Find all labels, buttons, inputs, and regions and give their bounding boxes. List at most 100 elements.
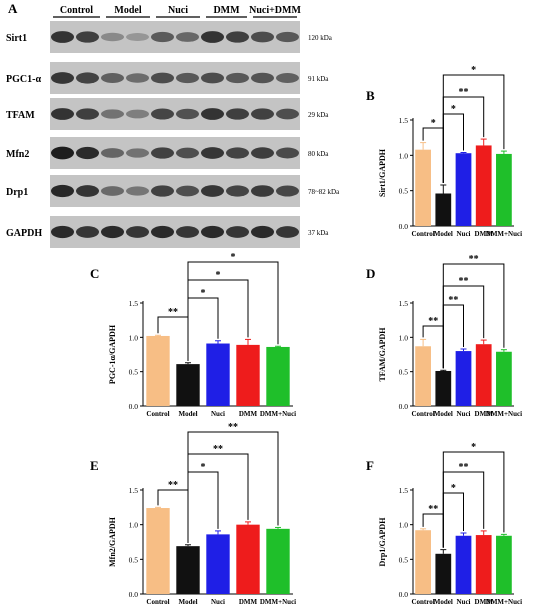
blot-band	[126, 109, 149, 119]
y-axis-label: PGC-1α/GAPDH	[108, 324, 117, 384]
y-tick-label: 0.0	[129, 590, 139, 599]
blot-band	[51, 31, 74, 43]
bar	[206, 343, 230, 406]
significance-label: *	[451, 104, 456, 115]
significance-label: **	[459, 276, 469, 287]
blot-band	[101, 186, 124, 196]
category-label: Nuci	[211, 598, 225, 606]
category-label: Model	[178, 410, 197, 418]
bar	[455, 153, 472, 226]
bar	[415, 149, 431, 226]
category-label: Model	[434, 598, 453, 606]
category-label: Nuci	[211, 410, 225, 418]
western-blot-panel: Control Model Nuci DMM Nuci+DMM Sirt1 120 kDa P…	[6, 5, 340, 248]
blot-band	[201, 108, 224, 120]
significance-label: *	[431, 118, 436, 129]
chart-c: C 0.0 0.5 1.0 1.5 PGC-1α/GAPDH Control Model Nuc…	[90, 252, 296, 418]
bar	[266, 346, 290, 406]
y-tick-label: 0.0	[399, 222, 409, 231]
blot-band	[176, 108, 199, 120]
blot-label: GAPDH	[6, 228, 42, 239]
category-label: Control	[146, 598, 169, 606]
y-tick-label: 0.5	[399, 187, 409, 196]
category-label: Model	[178, 598, 197, 606]
y-tick-label: 1.0	[399, 151, 409, 160]
chart-d: D 0.0 0.5 1.0 1.5 TFAM/GAPDH Control Model Nuci D…	[366, 254, 522, 418]
blot-band	[201, 185, 224, 197]
blot-band	[276, 185, 299, 197]
blot-band	[126, 73, 149, 83]
bar	[415, 346, 431, 406]
bar	[415, 530, 431, 594]
significance-bracket	[442, 451, 505, 548]
y-tick-label: 0.0	[399, 590, 409, 599]
y-tick-label: 1.0	[129, 521, 139, 530]
blot-band	[101, 148, 124, 158]
category-label: Model	[434, 230, 453, 238]
significance-label: *	[231, 252, 236, 263]
category-label: Nuci	[457, 598, 471, 606]
bar	[496, 153, 512, 226]
y-tick-label: 1.0	[399, 333, 409, 342]
blot-band	[276, 31, 299, 43]
chart-b: B 0.0 0.5 1.0 1.5 Sirt1/GAPDH Control Model Nuci…	[366, 65, 522, 238]
lane-label: DMM	[213, 5, 240, 16]
blot-band	[276, 108, 299, 120]
bar	[206, 534, 230, 594]
blot-band	[126, 226, 149, 238]
panel-letter: D	[366, 266, 375, 281]
category-label: Control	[146, 410, 169, 418]
bar	[496, 535, 512, 594]
blot-band	[276, 72, 299, 84]
blot-band	[251, 225, 274, 239]
category-label: Nuci	[457, 230, 471, 238]
significance-bracket	[187, 261, 279, 361]
blot-band	[76, 72, 99, 84]
significance-label: **	[428, 316, 438, 327]
category-label: DMM	[239, 598, 258, 606]
bar	[455, 535, 472, 594]
category-label: DMM+Nuci	[486, 410, 522, 418]
bar	[435, 193, 452, 226]
bar	[236, 344, 260, 406]
y-tick-label: 0.5	[399, 555, 409, 564]
blot-kda: 91 kDa	[308, 75, 329, 83]
blot-label: TFAM	[6, 110, 35, 121]
category-label: Model	[434, 410, 453, 418]
lane-label: Nuci+DMM	[249, 5, 301, 16]
blot-band	[276, 226, 299, 238]
bar	[146, 335, 170, 406]
y-tick-label: 1.5	[129, 299, 139, 308]
significance-label: **	[168, 480, 178, 491]
blot-band	[151, 147, 174, 159]
significance-bracket	[442, 263, 505, 369]
y-axis-label: Mfn2/GAPDH	[108, 516, 117, 567]
y-tick-label: 1.5	[129, 486, 139, 495]
blot-band	[251, 72, 274, 84]
blot-band	[126, 148, 149, 158]
category-label: Nuci	[457, 410, 471, 418]
bar	[475, 145, 492, 226]
bar	[475, 535, 492, 594]
significance-label: **	[228, 422, 238, 433]
category-label: DMM+Nuci	[486, 598, 522, 606]
bar	[496, 351, 512, 406]
y-axis-label: TFAM/GAPDH	[378, 327, 387, 382]
panel-letter: C	[90, 266, 99, 281]
blot-band	[76, 31, 99, 43]
blot-band	[201, 225, 224, 239]
blot-band	[126, 186, 149, 196]
blot-band	[176, 226, 199, 238]
significance-label: *	[471, 442, 476, 453]
category-label: DMM+Nuci	[260, 410, 296, 418]
significance-label: *	[451, 483, 456, 494]
blot-band	[226, 108, 249, 120]
blot-band	[51, 146, 74, 160]
blot-band	[151, 225, 174, 239]
blot-band	[101, 109, 124, 119]
lane-label: Control	[60, 5, 93, 16]
significance-label: **	[428, 504, 438, 515]
blot-band	[51, 184, 74, 198]
y-axis-label: Drp1/GAPDH	[378, 517, 387, 567]
blot-band	[76, 226, 99, 238]
